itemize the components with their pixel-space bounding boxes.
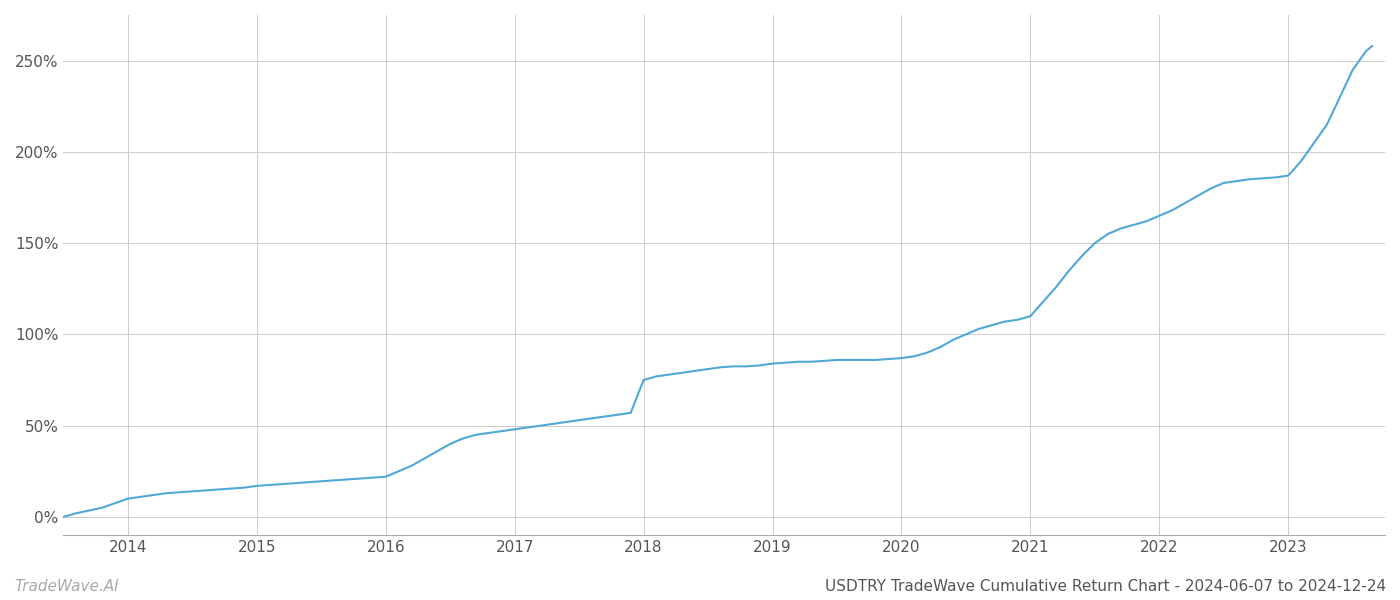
Text: TradeWave.AI: TradeWave.AI [14, 579, 119, 594]
Text: USDTRY TradeWave Cumulative Return Chart - 2024-06-07 to 2024-12-24: USDTRY TradeWave Cumulative Return Chart… [825, 579, 1386, 594]
